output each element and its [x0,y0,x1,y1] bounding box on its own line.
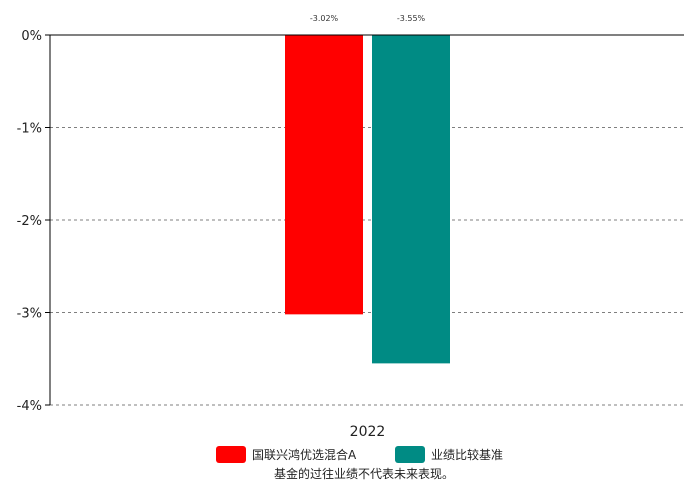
y-tick-label: 0% [21,29,42,44]
data-label-1: -3.02% [310,14,339,23]
category-label: 2022 [350,424,386,440]
data-label-2: -3.55% [397,14,426,23]
legend-label-2: 业绩比较基准 [431,447,503,462]
y-tick-label: -4% [17,399,42,414]
legend: 国联兴鸿优选混合A 业绩比较基准 [216,446,503,463]
legend-swatch-1 [216,446,246,463]
legend-label-1: 国联兴鸿优选混合A [252,447,357,462]
axes [49,34,684,405]
grid-lines [45,34,684,406]
legend-swatch-2 [395,446,425,463]
disclaimer-note: 基金的过往业绩不代表未来表现。 [274,466,454,481]
bars [285,35,450,364]
y-tick-label: -3% [17,307,42,322]
category-labels: 2022 [350,424,386,440]
y-tick-labels: 0% -1% -2% -3% -4% [17,29,42,414]
y-tick-label: -1% [17,122,42,137]
y-tick-label: -2% [17,214,42,229]
data-labels: -3.02% -3.55% [310,14,426,23]
bar-1 [285,35,363,315]
bar-2 [372,35,450,364]
